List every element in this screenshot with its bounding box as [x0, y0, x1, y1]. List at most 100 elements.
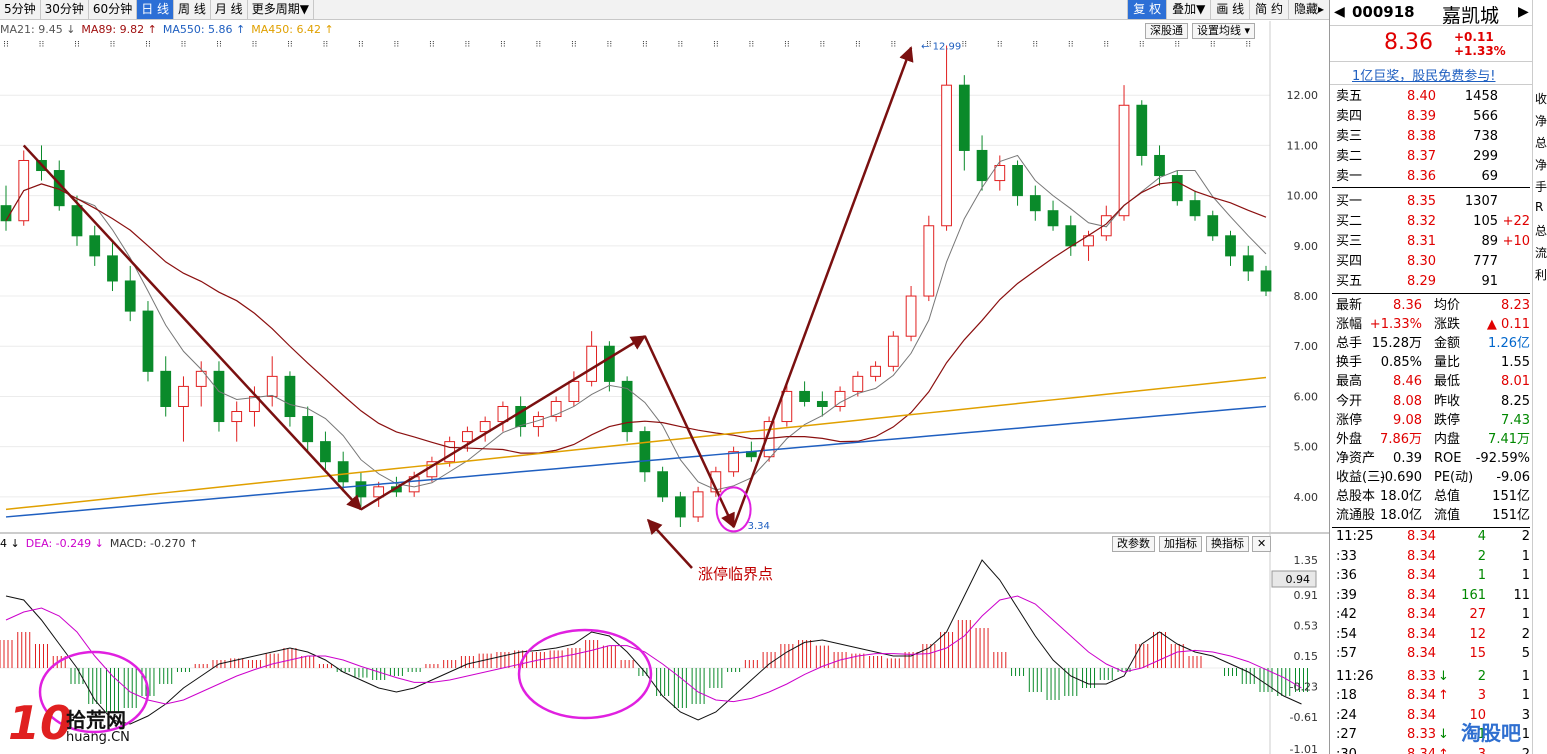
- ma450-line: [5, 376, 1267, 511]
- stat-value: 1.55: [1501, 355, 1530, 371]
- signal-dot: ⁝⁝: [39, 40, 45, 50]
- hide-button[interactable]: 隐藏▸: [1287, 0, 1329, 19]
- signal-dot: ⁝⁝: [3, 40, 9, 50]
- candle-body: [1047, 210, 1059, 227]
- ask-row: 卖四 8.39 566: [1330, 107, 1532, 127]
- bid-label: 买一: [1336, 194, 1363, 209]
- stat-label: 昨收: [1434, 393, 1461, 409]
- annotation-arrow: [646, 518, 693, 569]
- candle-body: [728, 451, 739, 473]
- simple-mode-button[interactable]: 简 约: [1249, 0, 1288, 19]
- candle-body: [178, 385, 189, 407]
- stat-label: 最低: [1434, 374, 1461, 390]
- signal-dot: ⁝⁝: [713, 40, 719, 50]
- candle-body: [568, 380, 580, 402]
- stat-row: 外盘 7.86万 内盘 7.41万: [1330, 430, 1532, 450]
- ask-volume: 566: [1473, 109, 1498, 124]
- stat-value: 8.08: [1393, 393, 1422, 409]
- tick-row: :57 8.34 15 5: [1330, 644, 1532, 664]
- ask-price: 8.39: [1407, 109, 1436, 124]
- tick-time: :36: [1336, 568, 1357, 583]
- tab-30min[interactable]: 30分钟: [41, 0, 89, 19]
- ask-row: 卖一 8.36 69: [1330, 167, 1532, 187]
- bid-price: 8.32: [1407, 214, 1436, 229]
- tick-count: 2: [1521, 746, 1530, 754]
- tick-arrow: ↓: [1438, 727, 1449, 742]
- price-tick-label: 9.00: [1294, 240, 1319, 253]
- tick-price: 8.34: [1407, 746, 1436, 754]
- signal-dot: ⁝⁝: [323, 40, 329, 50]
- stat-label: ROE: [1434, 450, 1462, 466]
- candle-body: [958, 84, 970, 151]
- overlay-dropdown[interactable]: 叠加▼: [1166, 0, 1210, 19]
- candle-body: [852, 375, 864, 392]
- stat-label: 收益(三): [1336, 469, 1386, 485]
- candle-body: [355, 481, 367, 498]
- macd-period-label: 4 ↓: [0, 537, 20, 550]
- stat-label: 均价: [1434, 298, 1461, 313]
- ma-settings-button[interactable]: 设置均线 ▾: [1192, 23, 1256, 39]
- candle-body: [1154, 154, 1165, 177]
- candle-body: [604, 345, 615, 382]
- signal-dot: ⁝⁝: [642, 40, 648, 50]
- ma450-label: MA450: 6.42 ↑: [251, 23, 334, 36]
- signal-dot: ⁝⁝: [607, 40, 613, 50]
- next-stock-icon[interactable]: ▶: [1518, 4, 1529, 20]
- tab-5min[interactable]: 5分钟: [0, 0, 41, 19]
- candle-body: [994, 165, 1006, 182]
- draw-line-button[interactable]: 画 线: [1210, 0, 1249, 19]
- adjust-button[interactable]: 复 权: [1127, 0, 1167, 19]
- bid-row: 买二 8.32 105 +22: [1330, 212, 1532, 232]
- stat-label: 最新: [1336, 298, 1363, 313]
- tick-time: :54: [1336, 626, 1357, 642]
- candle-body: [107, 255, 118, 282]
- stat-row: 最高 8.46 最低 8.01: [1330, 372, 1532, 392]
- prev-stock-icon[interactable]: ◀: [1334, 4, 1345, 20]
- switch-indicator-button[interactable]: 换指标: [1206, 536, 1249, 552]
- macd-tick-label: 0.53: [1294, 620, 1319, 633]
- ask-price: 8.40: [1407, 89, 1436, 104]
- tab-monthly[interactable]: 月 线: [211, 0, 248, 19]
- logo-brand: 拾荒网: [66, 708, 126, 732]
- candle-body: [941, 84, 952, 227]
- promo-link[interactable]: 1亿巨奖，股民免费参与!: [1352, 69, 1496, 84]
- stat-row: 收益(三) -0.690 PE(动) -9.06: [1330, 468, 1532, 488]
- ma89-label: MA89: 9.82 ↑: [81, 23, 157, 36]
- more-periods-dropdown[interactable]: 更多周期▼: [248, 0, 314, 19]
- tab-daily[interactable]: 日 线: [137, 0, 175, 19]
- tick-volume: 4: [1477, 529, 1486, 544]
- signal-dot: ⁝⁝: [819, 40, 825, 50]
- edge-label: 净: [1535, 158, 1547, 172]
- add-indicator-button[interactable]: 加指标: [1159, 536, 1202, 552]
- candle-body: [1225, 235, 1236, 257]
- stat-label: 金额: [1434, 336, 1461, 352]
- tab-60min[interactable]: 60分钟: [89, 0, 138, 19]
- signal-dot: ⁝⁝: [110, 40, 116, 50]
- stock-header: ◀ 000918 嘉凯城 ▶: [1330, 0, 1532, 27]
- signal-dot: ⁝⁝: [748, 40, 754, 50]
- stat-label: 总值: [1434, 489, 1461, 504]
- tick-volume: 161: [1461, 587, 1486, 603]
- stats-separator: [1332, 293, 1530, 294]
- stat-row: 涨停 9.08 跌停 7.43: [1330, 411, 1532, 431]
- ask-volume: 69: [1481, 169, 1498, 184]
- candle-body: [550, 400, 562, 418]
- tick-time: :39: [1336, 587, 1357, 603]
- tick-volume: 1: [1477, 727, 1486, 742]
- bid-volume: 91: [1481, 274, 1498, 289]
- edit-params-button[interactable]: 改参数: [1112, 536, 1155, 552]
- limit-up-circle: [715, 486, 752, 533]
- stat-row: 今开 8.08 昨收 8.25: [1330, 392, 1532, 412]
- shengutong-button[interactable]: 深股通: [1145, 23, 1188, 39]
- candlestick-chart[interactable]: ⁝⁝ ⁝⁝ ⁝⁝ ⁝⁝ ⁝⁝ ⁝⁝ ⁝⁝ ⁝⁝ ⁝⁝ ⁝⁝ ⁝⁝ ⁝⁝ ⁝⁝ ⁝⁝ ⁝⁝ ⁝⁝ ⁝⁝ ⁝⁝ ⁝⁝ ⁝⁝…: [0, 0, 1329, 754]
- tab-weekly[interactable]: 周 线: [174, 0, 211, 19]
- stat-value: +1.33%: [1369, 317, 1422, 333]
- macd-tick-label: 1.35: [1294, 554, 1319, 567]
- signal-dot: ⁝⁝: [855, 40, 861, 50]
- close-indicator-icon[interactable]: ✕: [1252, 536, 1272, 552]
- candle-body: [887, 335, 899, 367]
- tick-price: 8.33: [1407, 668, 1436, 684]
- tick-count: 1: [1521, 548, 1530, 564]
- stat-label: 最高: [1336, 374, 1363, 390]
